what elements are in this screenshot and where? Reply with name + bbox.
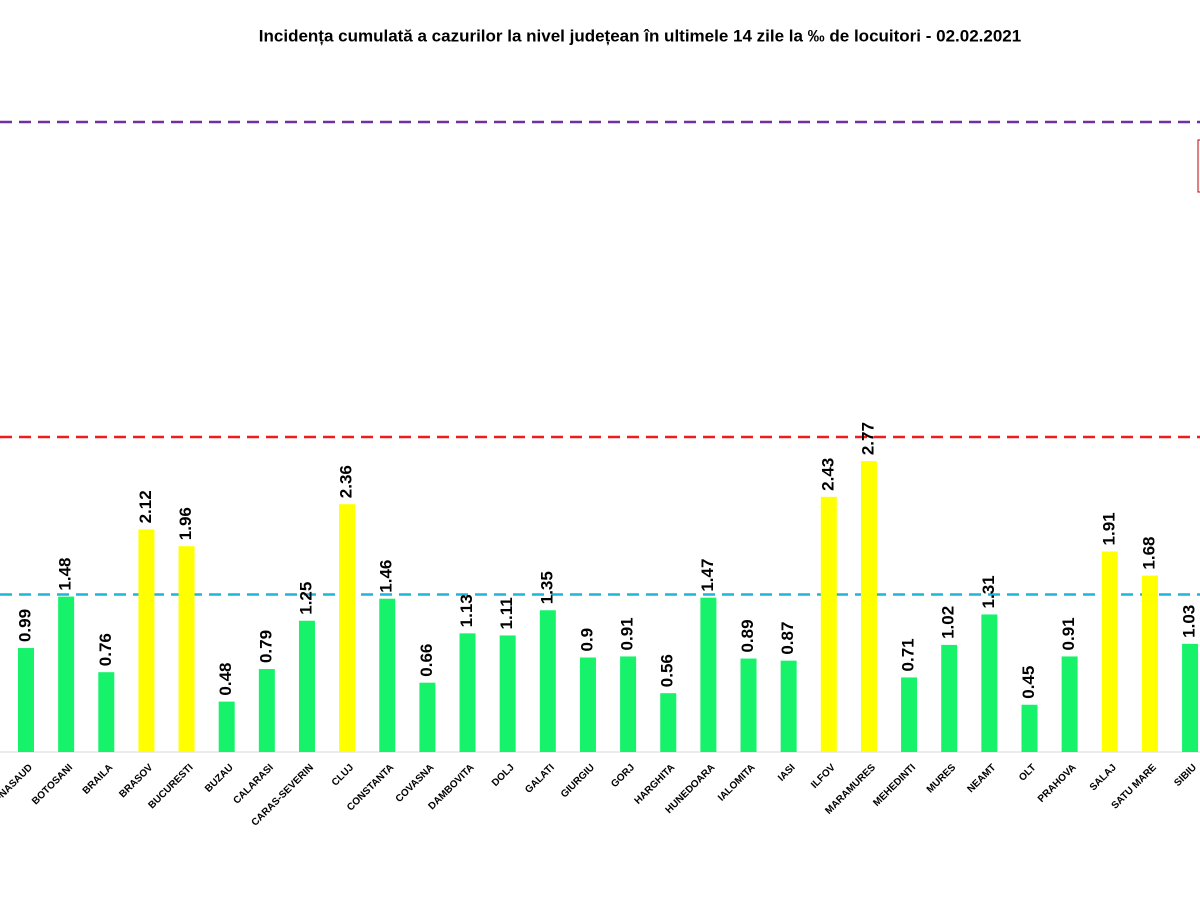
bar	[98, 672, 115, 752]
data-label: 1.25	[296, 582, 315, 615]
x-tick-label: GIURGIU	[559, 762, 597, 800]
x-tick-label: DOLJ	[490, 762, 517, 789]
bar	[941, 644, 958, 752]
bar	[58, 596, 75, 752]
data-label: 1.35	[537, 571, 556, 604]
data-label: 0.66	[417, 644, 436, 677]
x-tick-label: NEAMT	[965, 762, 998, 795]
bar	[1061, 656, 1078, 752]
bar	[820, 496, 837, 752]
data-label: 1.48	[56, 558, 75, 591]
x-tick-label: BRASOV	[117, 762, 155, 800]
bar	[860, 461, 877, 752]
bar	[379, 598, 396, 752]
x-tick-label: CLUJ	[330, 762, 356, 788]
data-label: 0.45	[1019, 666, 1038, 699]
data-label: 0.99	[15, 609, 34, 642]
data-label: 0.71	[899, 638, 918, 671]
data-label: 1.31	[979, 575, 998, 608]
data-label: 1.02	[939, 606, 958, 639]
x-tick-label: COVASNA	[394, 762, 437, 805]
chart-title: Incidența cumulată a cazurilor la nivel …	[259, 26, 1021, 45]
data-label: 0.91	[618, 617, 637, 650]
bar	[218, 701, 235, 752]
data-label: 1.47	[698, 559, 717, 592]
x-tick-label: BOTOSANI	[30, 762, 75, 807]
data-label: 2.77	[858, 422, 877, 455]
x-tick-label: SIBIU	[1172, 762, 1199, 789]
data-label: 1.96	[176, 507, 195, 540]
x-tick-label: ILFOV	[809, 762, 838, 791]
data-label: 0.76	[96, 633, 115, 666]
data-label: 1.91	[1099, 512, 1118, 545]
data-label: 0.79	[256, 630, 275, 663]
bar	[901, 677, 918, 752]
data-label: 1.13	[457, 594, 476, 627]
data-label: 2.36	[337, 465, 356, 498]
bar	[1021, 704, 1038, 752]
data-label: 1.46	[377, 560, 396, 593]
x-tick-label: PRAHOVA	[1036, 762, 1079, 805]
x-tick-label: IASI	[776, 762, 798, 784]
bar	[499, 635, 516, 752]
bar	[539, 610, 556, 752]
bar	[981, 614, 998, 752]
data-label: 0.91	[1059, 617, 1078, 650]
bar	[18, 648, 34, 752]
data-label: 1.03	[1180, 605, 1199, 638]
bar	[138, 529, 155, 752]
x-tick-label: IALOMITA	[716, 762, 757, 803]
bar	[298, 620, 315, 752]
bar	[1182, 643, 1199, 752]
x-tick-label: BUZAU	[203, 762, 236, 795]
bar	[620, 656, 637, 752]
data-label: 0.89	[738, 619, 757, 652]
x-tick-label: GORJ	[609, 762, 637, 790]
data-label: 1.11	[497, 597, 516, 629]
x-tick-label: MURES	[925, 762, 959, 796]
data-label: 0.87	[778, 622, 797, 655]
bar	[740, 658, 757, 752]
data-label: 2.43	[818, 458, 837, 491]
bar	[459, 633, 476, 752]
bar	[1101, 551, 1118, 752]
x-tick-label: GALATI	[523, 762, 557, 796]
data-label: 2.12	[136, 490, 155, 523]
bar	[419, 682, 436, 752]
x-tick-label: SALAJ	[1088, 762, 1119, 793]
x-tick-label: MEHEDINTI	[871, 762, 918, 809]
bar	[700, 597, 717, 752]
x-tick-label: BRAILA	[81, 762, 115, 796]
data-label: 0.9	[577, 628, 596, 652]
bar	[178, 546, 195, 752]
x-tick-label: OLT	[1017, 762, 1038, 783]
bar	[660, 693, 677, 752]
bar	[780, 660, 797, 752]
bar	[1141, 575, 1158, 752]
bar	[258, 669, 275, 752]
data-label: 0.48	[216, 663, 235, 696]
legend-box-edge	[1197, 139, 1200, 193]
bar	[579, 657, 596, 752]
bar	[339, 504, 356, 752]
data-label: 0.56	[658, 654, 677, 687]
data-label: 1.68	[1139, 537, 1158, 570]
